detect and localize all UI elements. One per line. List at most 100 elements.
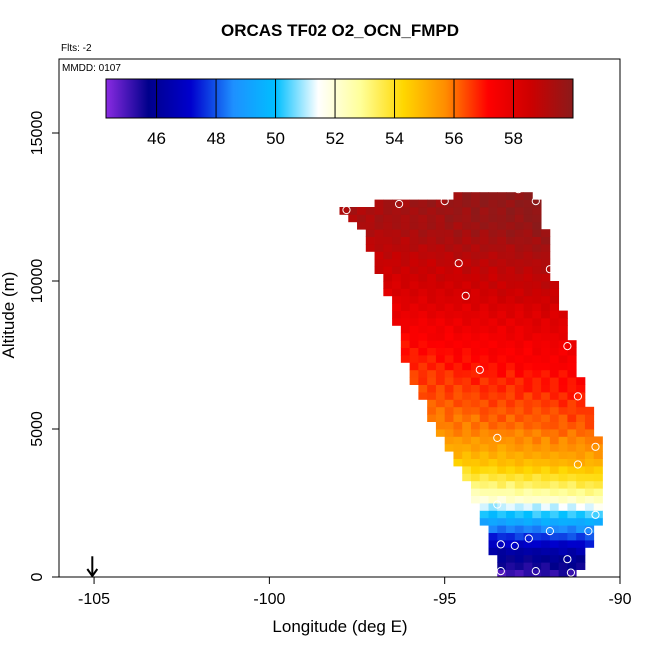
heatmap-cell [523, 547, 533, 556]
heatmap-cell [400, 281, 411, 289]
heatmap-cell [444, 273, 454, 282]
heatmap-cell [435, 355, 446, 363]
heatmap-cell [409, 369, 419, 378]
heatmap-cell [532, 436, 542, 445]
heatmap-cell [435, 318, 446, 326]
heatmap-cell [514, 229, 524, 237]
heatmap-cell [453, 392, 463, 400]
heatmap-cell [470, 362, 481, 371]
heatmap-cell [584, 451, 595, 459]
heatmap-cell [541, 451, 551, 459]
heatmap-cell [541, 392, 551, 400]
heatmap-cell [541, 399, 551, 408]
heatmap-cell [374, 236, 384, 245]
heatmap-cell [374, 199, 384, 208]
heatmap-cell [470, 466, 481, 474]
heatmap-cell [497, 540, 507, 548]
heatmap-cell [497, 443, 507, 452]
heatmap-cell [339, 207, 349, 215]
heatmap-cell [506, 510, 516, 519]
heatmap-cell [532, 399, 542, 408]
heatmap-cell [453, 332, 463, 341]
heatmap-cell [506, 451, 516, 459]
heatmap-cell [549, 347, 560, 356]
heatmap-cell [497, 429, 507, 437]
heatmap-cell [497, 199, 507, 208]
heatmap-cell [523, 295, 533, 304]
heatmap-cell [558, 369, 568, 378]
heatmap-cell [488, 273, 498, 282]
heatmap-cell [523, 214, 533, 223]
heatmap-cell [383, 214, 393, 223]
heatmap-cell [400, 325, 411, 334]
heatmap-cell [549, 547, 560, 556]
heatmap-cell [435, 221, 446, 230]
heatmap-cell [549, 303, 560, 311]
heatmap-cell [532, 362, 542, 371]
heatmap-cell [541, 480, 551, 489]
heatmap-cell [470, 384, 481, 393]
heatmap-cell [584, 510, 595, 519]
heatmap-cell [427, 355, 437, 363]
heatmap-cell [383, 207, 393, 215]
heatmap-cell [479, 236, 489, 245]
heatmap-cell [541, 355, 551, 363]
heatmap-cell [567, 562, 577, 570]
heatmap-cell [506, 562, 516, 570]
heatmap-cell [558, 532, 568, 541]
heatmap-cell [514, 362, 524, 371]
heatmap-cell [462, 473, 472, 482]
heatmap-cell [462, 251, 472, 260]
heatmap-cell [470, 295, 481, 304]
heatmap-cell [514, 525, 524, 533]
colorbar-tick-label: 46 [147, 129, 166, 148]
heatmap-cell [488, 347, 498, 356]
heatmap-cell [523, 443, 533, 452]
heatmap-cell [488, 503, 498, 511]
heatmap-cell [514, 436, 524, 445]
heatmap-cell [541, 466, 551, 474]
heatmap-cell [584, 414, 595, 422]
heatmap-cell [470, 288, 481, 297]
heatmap-cell [462, 421, 472, 430]
heatmap-cell [532, 458, 542, 467]
heatmap-cell [418, 273, 428, 282]
heatmap-cell [479, 488, 489, 496]
heatmap-cell [409, 244, 419, 252]
heatmap-cell [479, 443, 489, 452]
heatmap-cell [523, 207, 533, 215]
heatmap-cell [506, 281, 516, 289]
heatmap-cell [479, 414, 489, 422]
heatmap-cell [470, 221, 481, 230]
heatmap-cell [470, 244, 481, 252]
heatmap-cell [470, 207, 481, 215]
heatmap-cell [584, 517, 595, 526]
heatmap-cell [532, 466, 542, 474]
heatmap-cell [514, 392, 524, 400]
heatmap-cell [506, 399, 516, 408]
heatmap-cell [541, 495, 551, 504]
heatmap-cell [576, 384, 586, 393]
heatmap-cell [567, 554, 577, 563]
heatmap-cell [532, 318, 542, 326]
heatmap-cell [506, 207, 516, 215]
heatmap-cell [383, 221, 393, 230]
heatmap-cell [488, 362, 498, 371]
heatmap-cell [497, 473, 507, 482]
sample-point [531, 197, 540, 206]
heatmap-cell [558, 562, 568, 570]
heatmap-cell [435, 288, 446, 297]
x-tick-label: -100 [253, 591, 285, 608]
heatmap-cell [418, 369, 428, 378]
heatmap-cell [523, 318, 533, 326]
heatmap-cell [549, 406, 560, 415]
heatmap-cell [497, 569, 507, 578]
heatmap-cell [549, 503, 560, 511]
heatmap-cell [506, 503, 516, 511]
heatmap-cell [488, 369, 498, 378]
heatmap-cell [488, 429, 498, 437]
heatmap-cell [427, 199, 437, 208]
sample-point [440, 197, 449, 206]
heatmap-cell [541, 547, 551, 556]
